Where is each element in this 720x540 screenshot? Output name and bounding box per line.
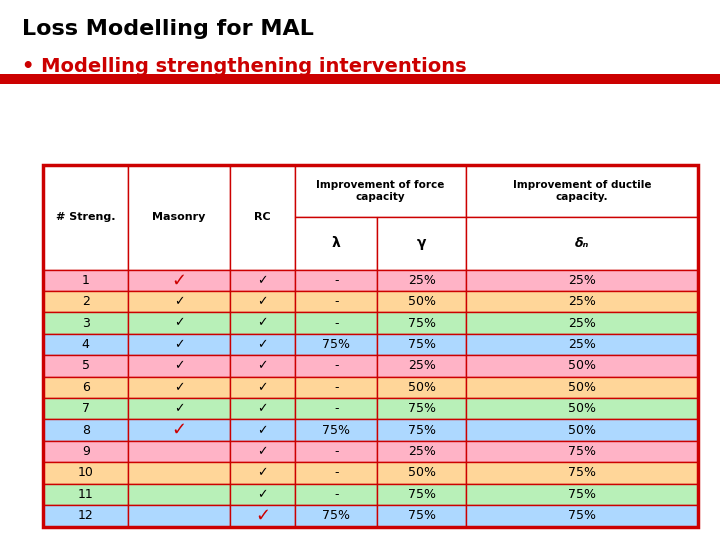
- Text: ✓: ✓: [174, 381, 184, 394]
- Text: Improvement of force
capacity: Improvement of force capacity: [317, 180, 445, 202]
- Text: ✓: ✓: [174, 402, 184, 415]
- Text: 75%: 75%: [323, 424, 351, 437]
- Text: -: -: [334, 381, 338, 394]
- Text: 75%: 75%: [568, 488, 596, 501]
- Text: • Modelling strengthening interventions: • Modelling strengthening interventions: [22, 57, 467, 76]
- Text: 2: 2: [82, 295, 90, 308]
- Text: -: -: [334, 360, 338, 373]
- Text: 25%: 25%: [568, 338, 596, 351]
- Text: ✓: ✓: [258, 402, 268, 415]
- Text: -: -: [334, 316, 338, 329]
- Text: Improvement of ductile
capacity.: Improvement of ductile capacity.: [513, 180, 652, 202]
- Text: ✓: ✓: [258, 424, 268, 437]
- Text: -: -: [334, 467, 338, 480]
- Text: ✓: ✓: [258, 381, 268, 394]
- Text: ✓: ✓: [174, 360, 184, 373]
- Text: ✓: ✓: [258, 295, 268, 308]
- Text: 12: 12: [78, 509, 94, 522]
- Text: -: -: [334, 445, 338, 458]
- Text: 75%: 75%: [323, 509, 351, 522]
- Text: ✓: ✓: [255, 507, 270, 525]
- Text: 75%: 75%: [408, 488, 436, 501]
- Text: RC: RC: [254, 212, 271, 222]
- Text: ✓: ✓: [258, 338, 268, 351]
- Text: 4: 4: [82, 338, 90, 351]
- Text: -: -: [334, 274, 338, 287]
- Text: 10: 10: [78, 467, 94, 480]
- Text: 8: 8: [82, 424, 90, 437]
- Text: ✓: ✓: [174, 316, 184, 329]
- Text: ✓: ✓: [174, 295, 184, 308]
- Text: ✓: ✓: [258, 445, 268, 458]
- Text: 75%: 75%: [408, 338, 436, 351]
- Text: 9: 9: [82, 445, 90, 458]
- Text: 25%: 25%: [408, 274, 436, 287]
- Text: 5: 5: [82, 360, 90, 373]
- Text: 50%: 50%: [408, 381, 436, 394]
- Text: 50%: 50%: [568, 424, 596, 437]
- Text: ✓: ✓: [258, 316, 268, 329]
- Text: ✓: ✓: [174, 338, 184, 351]
- Text: 50%: 50%: [568, 381, 596, 394]
- Text: δₙ: δₙ: [575, 237, 589, 250]
- Text: ✓: ✓: [171, 421, 186, 439]
- Text: 75%: 75%: [408, 509, 436, 522]
- Text: ✓: ✓: [258, 488, 268, 501]
- Text: 50%: 50%: [568, 360, 596, 373]
- Text: ✓: ✓: [258, 360, 268, 373]
- Text: 75%: 75%: [408, 316, 436, 329]
- Text: 25%: 25%: [568, 295, 596, 308]
- Text: 3: 3: [82, 316, 90, 329]
- Text: γ: γ: [417, 237, 426, 251]
- Text: 25%: 25%: [568, 274, 596, 287]
- Text: 50%: 50%: [568, 402, 596, 415]
- Text: 50%: 50%: [408, 295, 436, 308]
- Text: ✓: ✓: [258, 467, 268, 480]
- Text: 75%: 75%: [568, 445, 596, 458]
- Text: 6: 6: [82, 381, 90, 394]
- Text: ✓: ✓: [258, 274, 268, 287]
- Text: λ: λ: [332, 237, 341, 251]
- Text: # Streng.: # Streng.: [56, 212, 115, 222]
- Text: 25%: 25%: [408, 445, 436, 458]
- Text: 75%: 75%: [408, 402, 436, 415]
- Text: -: -: [334, 295, 338, 308]
- Text: Loss Modelling for MAL: Loss Modelling for MAL: [22, 19, 313, 39]
- Text: 75%: 75%: [568, 509, 596, 522]
- Text: 11: 11: [78, 488, 94, 501]
- Text: -: -: [334, 402, 338, 415]
- Text: 25%: 25%: [408, 360, 436, 373]
- Text: -: -: [334, 488, 338, 501]
- Text: ✓: ✓: [171, 271, 186, 289]
- Text: 7: 7: [82, 402, 90, 415]
- Text: 75%: 75%: [408, 424, 436, 437]
- Text: 50%: 50%: [408, 467, 436, 480]
- Text: 75%: 75%: [568, 467, 596, 480]
- Text: Masonry: Masonry: [153, 212, 206, 222]
- Text: 25%: 25%: [568, 316, 596, 329]
- Text: 75%: 75%: [323, 338, 351, 351]
- Text: 1: 1: [82, 274, 90, 287]
